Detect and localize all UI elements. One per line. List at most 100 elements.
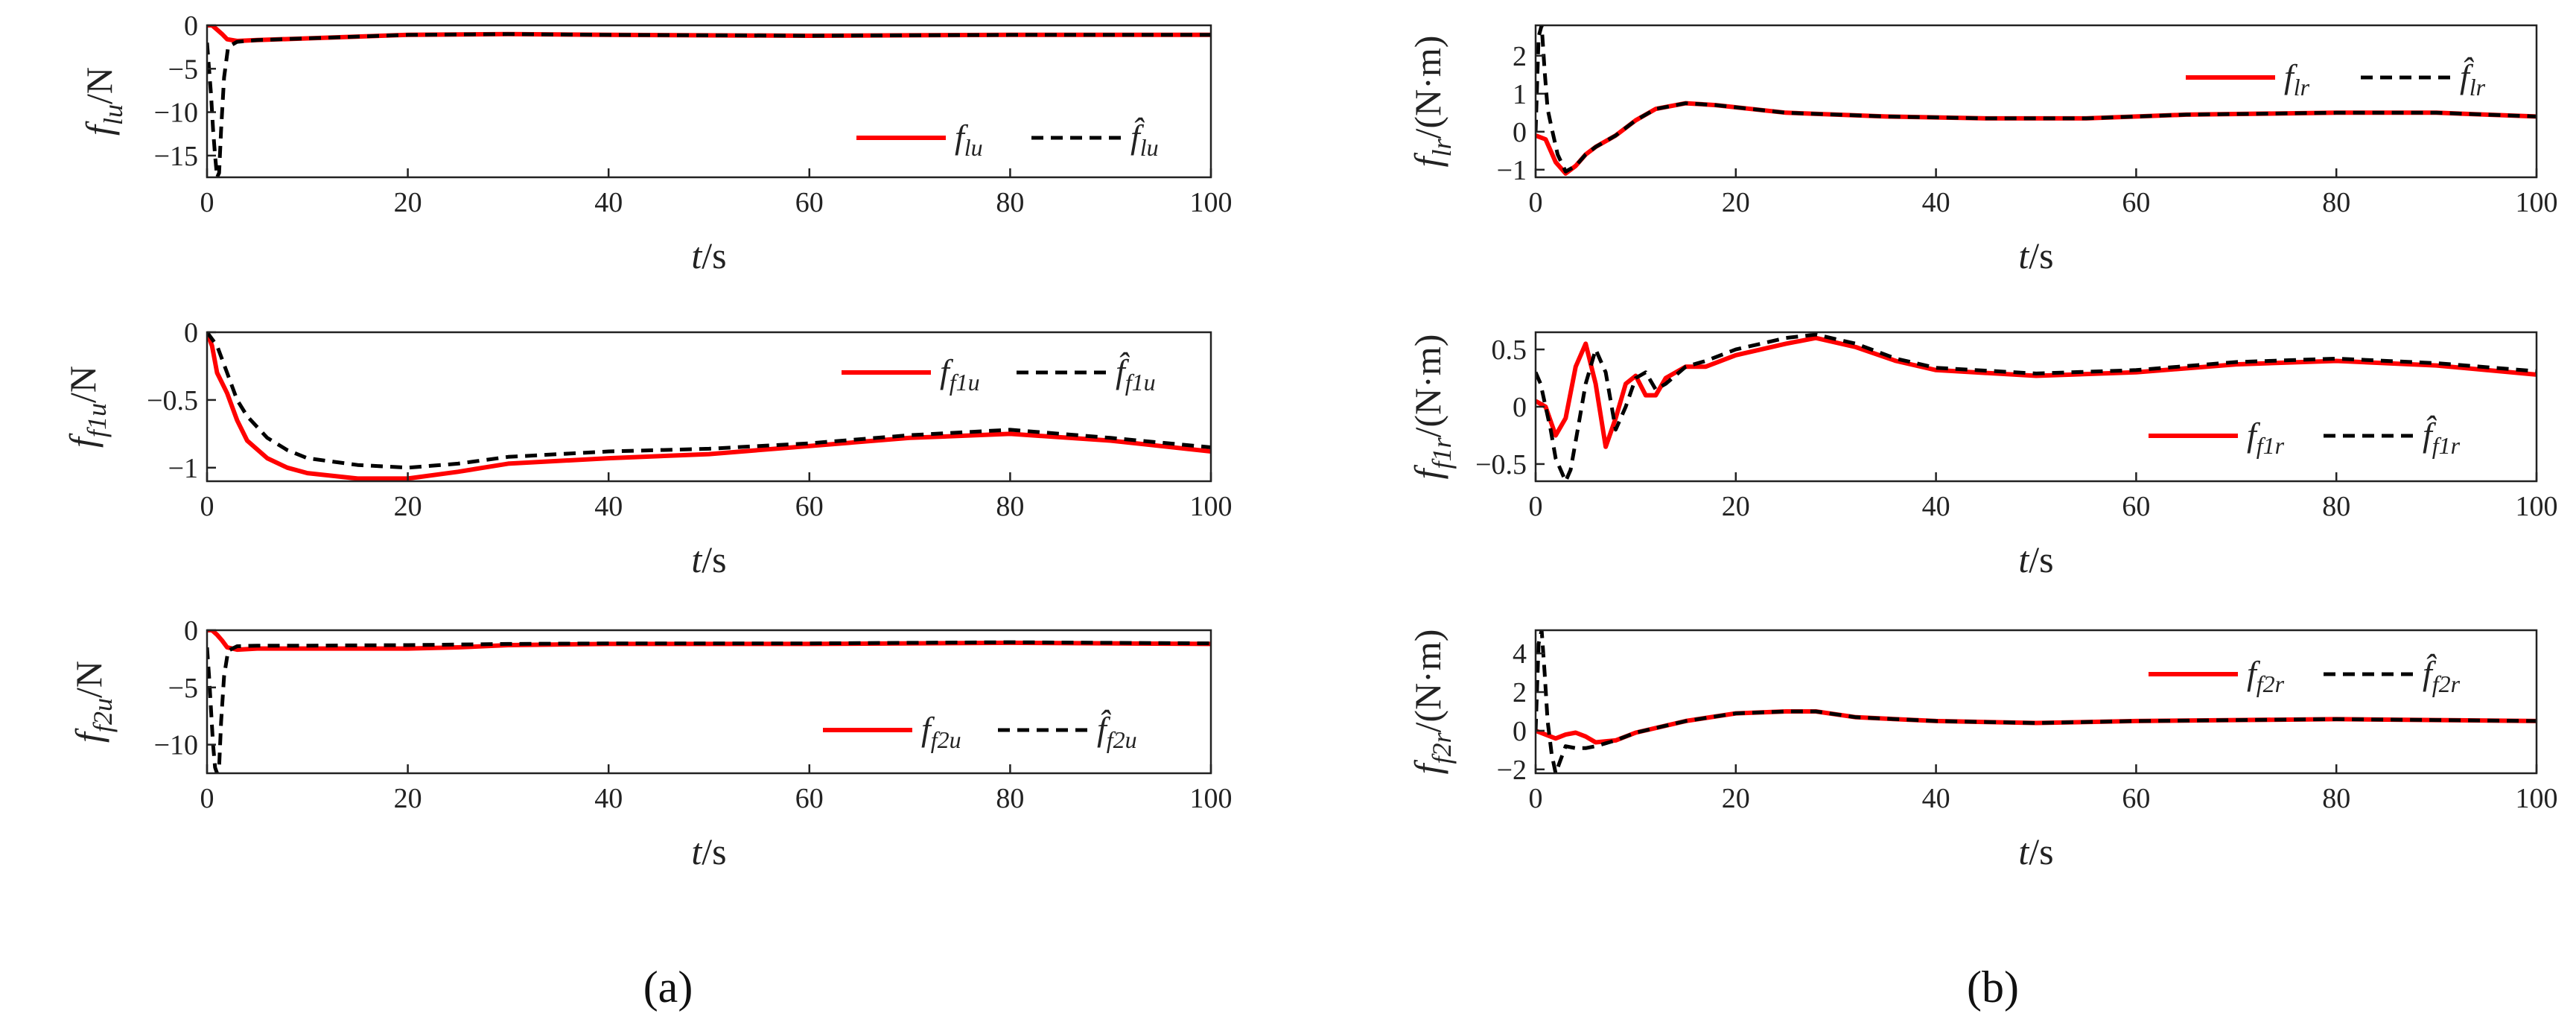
chart-ff1u: 0 20 40 60 80 100 −1 −0.5 0 t/s ff1u/N ff1u f̂f1u (62, 317, 1233, 580)
legend-label-actual: ff1u (940, 352, 980, 396)
x-tick-label: 100 (1190, 783, 1233, 814)
legend-label-estimate: f̂f1r (2423, 415, 2461, 459)
series-ff2r-actual (1536, 709, 2537, 745)
axes-frame (206, 24, 1212, 179)
x-tick-label: 60 (2122, 783, 2150, 814)
legend: ff1r f̂f1r (2149, 415, 2461, 459)
legend-label-estimate: f̂f2r (2423, 653, 2461, 697)
series-ff2u-estimate (207, 640, 1211, 773)
legend-label-estimate: f̂lu (1130, 117, 1159, 161)
x-tick-label: 0 (1529, 783, 1543, 814)
legend-label-estimate: f̂f2u (1097, 709, 1137, 753)
x-tick-label: 80 (2322, 783, 2350, 814)
axes-frame (1534, 629, 2538, 775)
x-tick-label: 80 (2322, 187, 2350, 218)
panel-label-b: (b) (1967, 962, 2019, 1012)
x-tick-label: 100 (1190, 187, 1233, 218)
y-tick-label: −10 (154, 730, 198, 761)
series-ff1r-estimate (1536, 332, 2537, 481)
x-tick-label: 20 (1722, 783, 1750, 814)
series-ff1u-actual (207, 332, 1211, 481)
x-tick-label: 80 (996, 491, 1024, 522)
y-tick-label: 0 (1513, 716, 1527, 747)
legend: flu f̂lu (856, 117, 1159, 161)
x-tick-label: 80 (996, 187, 1024, 218)
y-tick-label: −15 (154, 141, 198, 172)
legend: ff2r f̂f2r (2149, 653, 2461, 697)
legend-label-estimate: f̂f1u (1116, 352, 1156, 396)
series-flu-estimate (207, 32, 1211, 177)
y-tick-label: 4 (1513, 638, 1527, 670)
y-tick-label: 0 (184, 317, 198, 349)
x-tick-label: 0 (200, 783, 214, 814)
x-tick-label: 60 (795, 491, 824, 522)
y-tick-label: 2 (1513, 677, 1527, 708)
y-axis-label: ff2r/(N·m) (1407, 629, 1457, 775)
x-tick-label: 40 (1922, 491, 1950, 522)
x-tick-label: 60 (2122, 491, 2150, 522)
axes-frame (206, 629, 1212, 775)
series-flu-actual (207, 25, 1211, 43)
x-tick-label: 0 (200, 491, 214, 522)
x-tick-label: 20 (394, 187, 422, 218)
x-tick-label: 100 (2516, 187, 2558, 218)
axes-frame (1534, 24, 2538, 179)
x-axis-label: t/s (2018, 539, 2053, 580)
panel-label-a: (a) (643, 962, 693, 1012)
x-tick-label: 20 (394, 491, 422, 522)
x-tick-label: 40 (1922, 187, 1950, 218)
x-tick-label: 40 (1922, 783, 1950, 814)
legend-label-actual: flu (955, 118, 983, 161)
y-tick-label: −0.5 (1475, 449, 1527, 480)
y-axis-label: flr/(N·m) (1407, 36, 1457, 168)
legend-label-actual: ff1r (2247, 416, 2285, 459)
series-ff2r-estimate (1536, 630, 2537, 773)
legend: ff1u f̂f1u (842, 352, 1156, 396)
x-axis-label: t/s (2018, 831, 2053, 872)
series-ff1r-actual (1536, 335, 2537, 449)
x-tick-label: 0 (1529, 491, 1543, 522)
chart-ff2u: 0 20 40 60 80 100 −10 −5 0 t/s ff2u/N ff2u f̂f2u (68, 615, 1233, 872)
axes-frame (206, 331, 1212, 483)
legend-label-actual: ff2r (2247, 654, 2285, 697)
legend-label-estimate: f̂lr (2460, 57, 2486, 101)
x-tick-label: 40 (594, 783, 623, 814)
x-tick-label: 0 (1529, 187, 1543, 218)
y-tick-label: −5 (168, 54, 198, 85)
y-tick-label: 2 (1513, 41, 1527, 72)
series-ff1u-estimate (207, 332, 1211, 470)
y-tick-label: −0.5 (147, 385, 198, 416)
x-tick-label: 60 (795, 783, 824, 814)
y-tick-label: 1 (1513, 79, 1527, 110)
y-axis-label: ff2u/N (68, 661, 118, 743)
x-axis-label: t/s (2018, 235, 2053, 276)
x-tick-label: 100 (1190, 491, 1233, 522)
y-axis-label: flu/N (78, 67, 128, 136)
x-tick-label: 20 (1722, 187, 1750, 218)
x-tick-label: 0 (200, 187, 214, 218)
series-flr-estimate (1536, 25, 2537, 174)
y-tick-label: 0.5 (1492, 334, 1527, 366)
legend: flr f̂lr (2186, 57, 2486, 101)
axes-frame (1534, 331, 2538, 483)
x-tick-label: 80 (2322, 491, 2350, 522)
x-tick-label: 40 (594, 187, 623, 218)
series-ff2u-actual (207, 630, 1211, 653)
legend: ff2u f̂f2u (823, 709, 1137, 753)
y-tick-label: 0 (1513, 392, 1527, 423)
x-axis-label: t/s (691, 235, 726, 276)
y-tick-label: 0 (184, 10, 198, 42)
legend-label-actual: flr (2284, 57, 2310, 101)
x-tick-label: 60 (2122, 187, 2150, 218)
x-tick-label: 100 (2516, 783, 2558, 814)
x-tick-label: 20 (394, 783, 422, 814)
x-tick-label: 80 (996, 783, 1024, 814)
legend-label-actual: ff2u (921, 710, 961, 753)
y-tick-label: 0 (1513, 117, 1527, 148)
y-tick-label: −1 (168, 453, 198, 484)
y-axis-label: ff1u/N (62, 366, 112, 448)
x-axis-label: t/s (691, 539, 726, 580)
